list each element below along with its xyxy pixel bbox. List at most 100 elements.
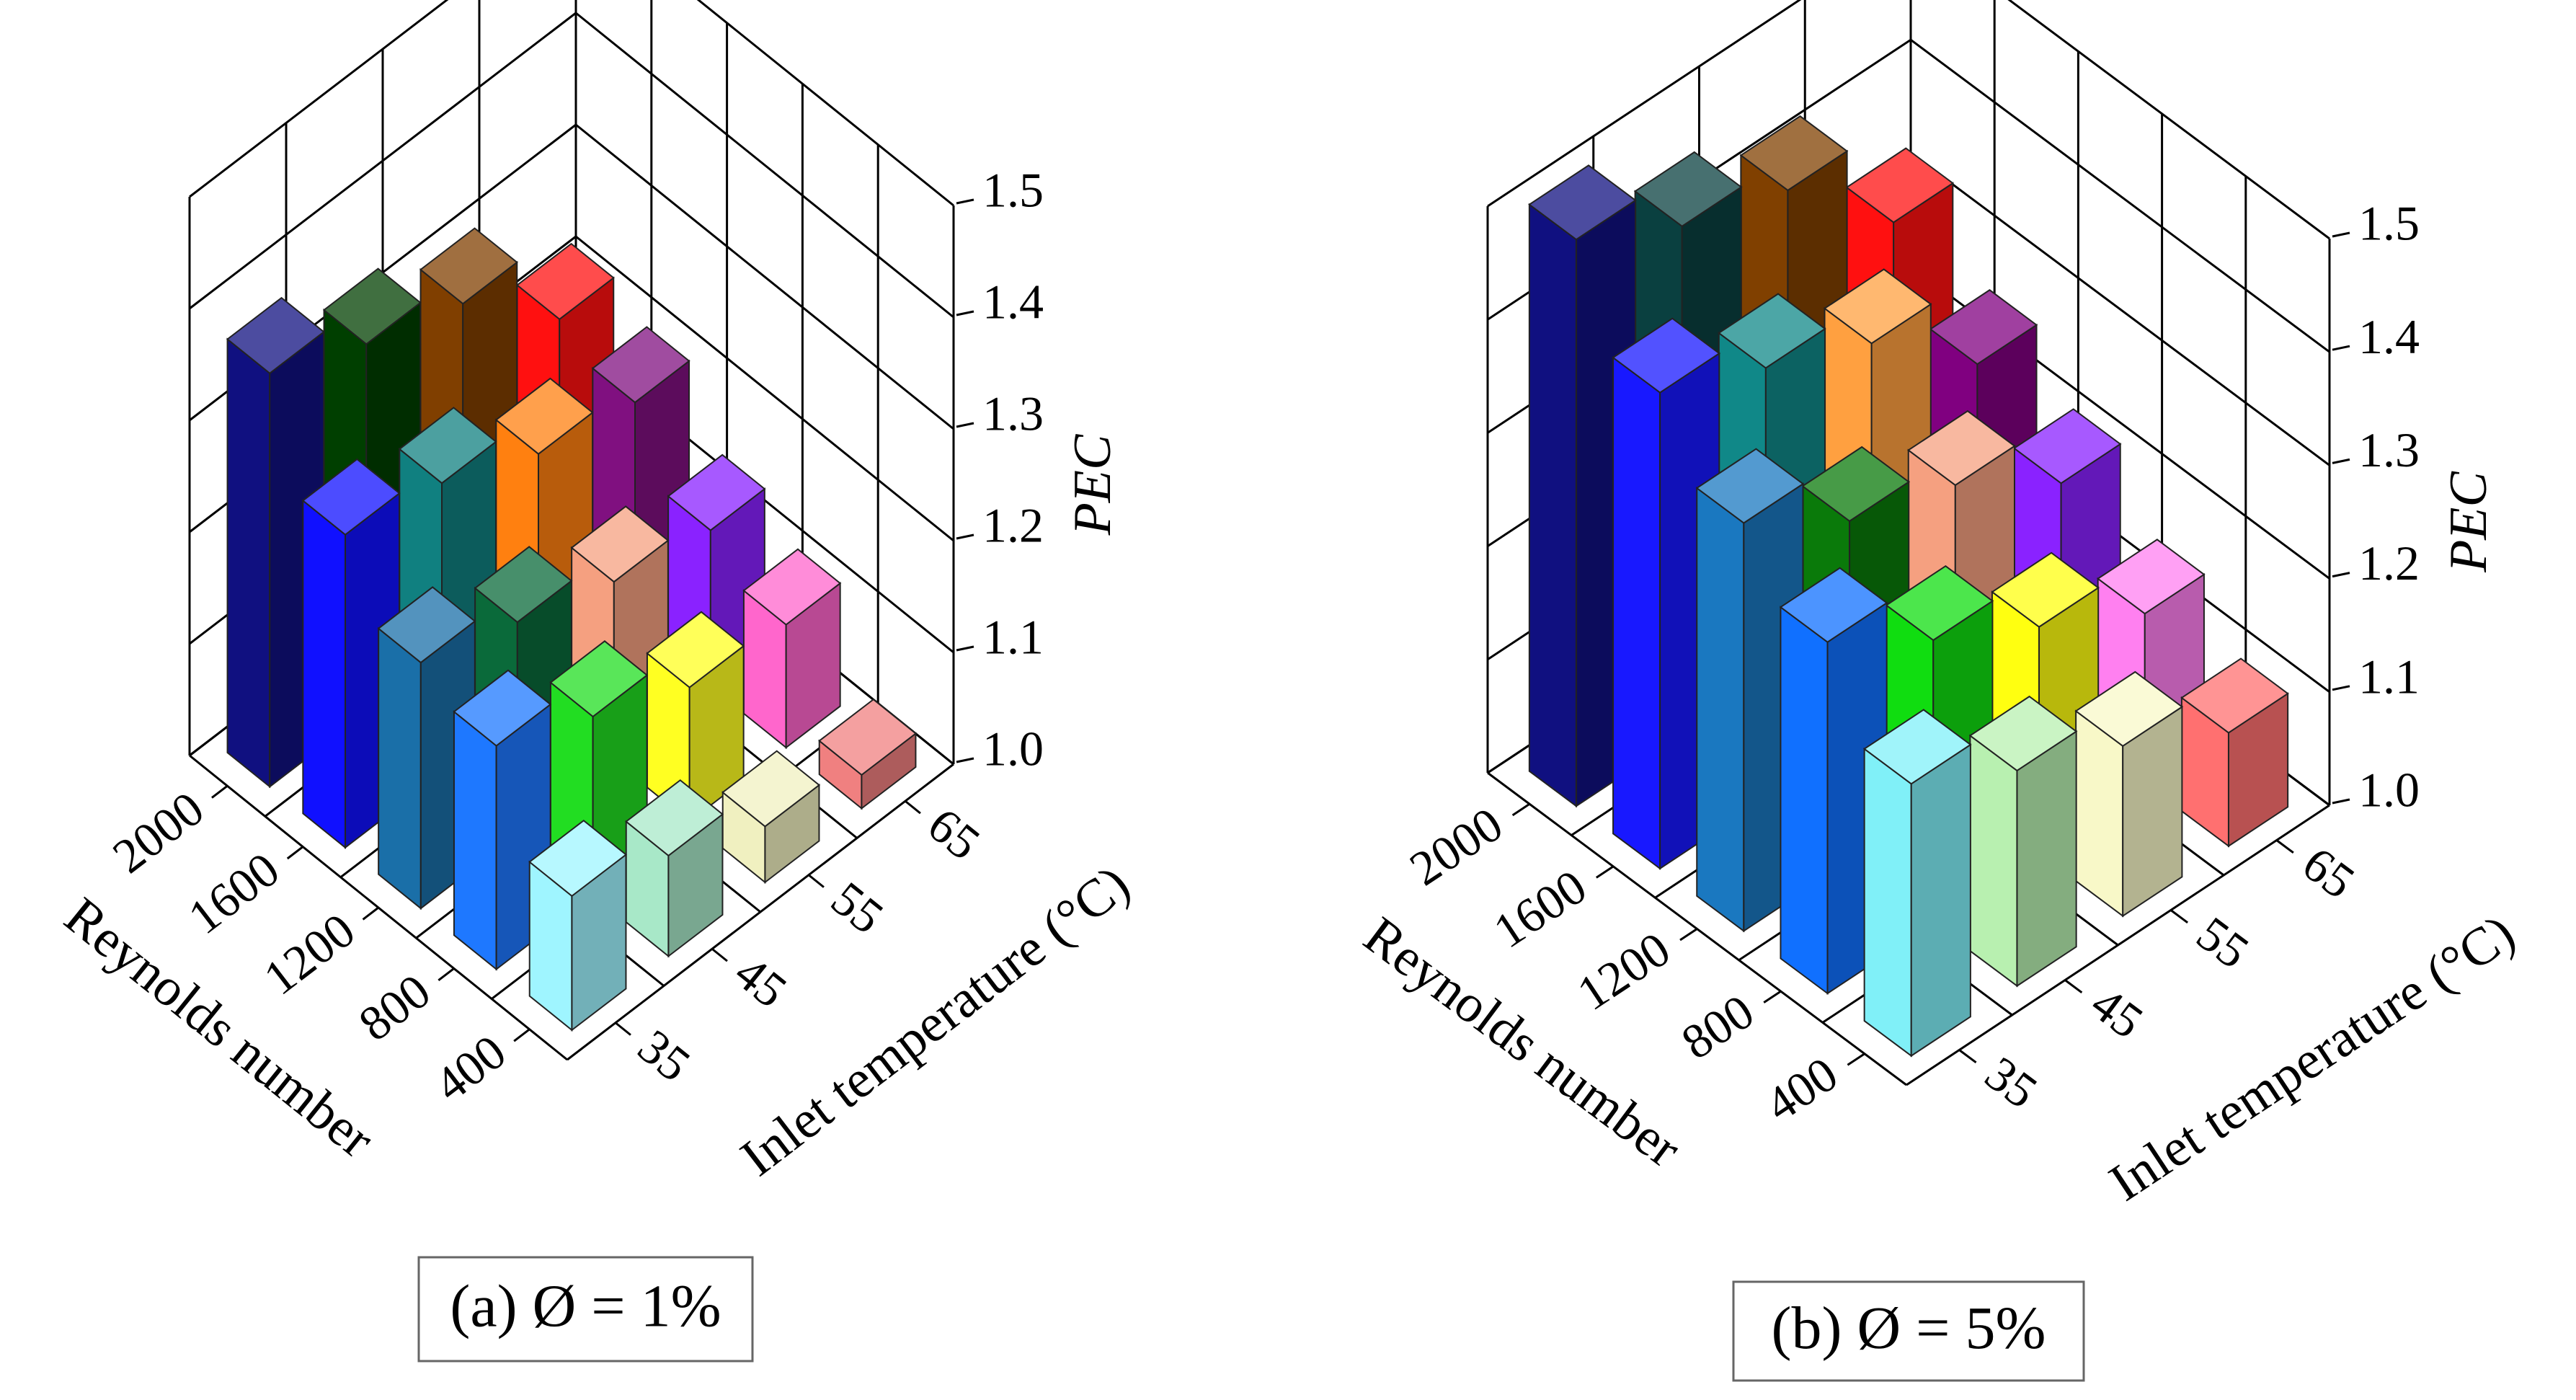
bar [721,750,821,884]
bar-top [528,819,628,898]
tick-mark [2332,798,2350,805]
tick-mark [808,874,825,888]
y-tick-label: 65 [918,797,990,870]
bar-top [1885,564,1994,642]
x-tick-label: 1200 [254,903,365,1006]
z-tick-label: 1.3 [2358,422,2420,477]
tick-mark [956,533,974,540]
caption-box [417,1256,754,1363]
bar-face [378,626,422,911]
bar-top [322,267,422,345]
bar-face [226,337,271,789]
grid-line [189,0,449,198]
y-tick-label: 45 [2082,975,2154,1049]
tick-mark [2332,345,2350,351]
bar [1968,695,2078,988]
tick-mark [1958,1049,1977,1064]
bar-top [646,611,745,688]
y-tick-label: 55 [821,871,894,944]
tick-mark [2275,839,2294,854]
x-tick-label: 1200 [1568,921,1679,1021]
tick-mark [1679,928,1698,942]
bar-side [2016,730,2077,988]
bar-face [1696,486,1745,933]
bar-top [377,586,476,664]
bar-top [549,640,649,718]
caption: (b) Ø = 5% [1772,1295,2046,1362]
bar-top [2096,539,2206,615]
bar-top [625,779,724,857]
bar-face [1528,203,1577,808]
bar-top [1739,115,1849,192]
x-tick-label: 400 [1756,1046,1847,1133]
tick-mark [905,800,921,815]
z-tick-label: 1.4 [2358,309,2420,364]
tick-mark [711,948,728,962]
grid-line [1910,152,2330,466]
bar [226,296,325,789]
tick-mark [362,906,379,921]
y-tick-label: 55 [2187,905,2259,979]
bar-top [1801,446,1910,523]
bar-top [667,453,766,531]
bar-top [398,407,497,484]
bar-top [742,548,842,626]
bar [646,611,745,823]
bar-top [1907,409,2016,487]
grid-line [2007,0,2330,240]
bar-top [453,669,552,747]
y-tick-label: 35 [1976,1045,2048,1119]
y-tick-label: 45 [724,944,797,1018]
tick-mark [438,967,455,981]
bar-face [1969,734,2018,988]
bar-top [515,242,615,321]
tick-mark [2169,909,2189,924]
bar [528,819,628,1032]
bar [625,779,724,958]
grid-line [575,12,954,319]
y-tick-label: 65 [2293,836,2365,909]
bar-top [419,227,518,305]
bar-side [1910,743,1971,1058]
tick-mark [513,1028,530,1042]
grid-line [189,12,577,310]
bar-top [1633,151,1743,228]
grid-line [575,235,954,542]
x-tick-label: 800 [1671,983,1763,1070]
tick-mark [211,785,228,799]
x-tick-label: 1600 [1484,859,1596,958]
tick-mark [2332,231,2350,238]
tick-mark [286,846,304,860]
bar-top [570,505,670,583]
tick-mark [2332,572,2350,578]
bar-top [818,698,918,776]
bar-top [1612,317,1721,394]
bar [2180,657,2289,848]
bar-face [453,710,497,971]
bar-top [494,377,594,455]
tick-mark [956,645,974,652]
bar-face [2075,709,2124,918]
bar-top [226,296,325,375]
bar-top [1695,448,1805,524]
z-tick-label: 1.1 [982,610,1044,665]
bar-top [1929,289,2038,365]
bar-top [1991,551,2100,628]
bar-top [1823,268,1932,345]
grid-line [696,0,954,207]
y-axis-title: Inlet temperature (°C) [730,854,1140,1188]
tick-mark [1511,803,1530,817]
tick-mark [956,198,974,205]
bar-top [1845,147,1955,223]
z-axis-title: PEC [1063,433,1122,536]
tick-mark [615,1022,631,1036]
tick-mark [1847,1053,1865,1066]
bar-face [1863,747,1912,1058]
z-tick-label: 1.0 [982,722,1044,776]
z-tick-label: 1.5 [982,163,1044,218]
z-axis-title: PEC [2439,470,2498,572]
tick-mark [1763,990,1782,1004]
z-tick-label: 1.0 [2358,763,2420,818]
